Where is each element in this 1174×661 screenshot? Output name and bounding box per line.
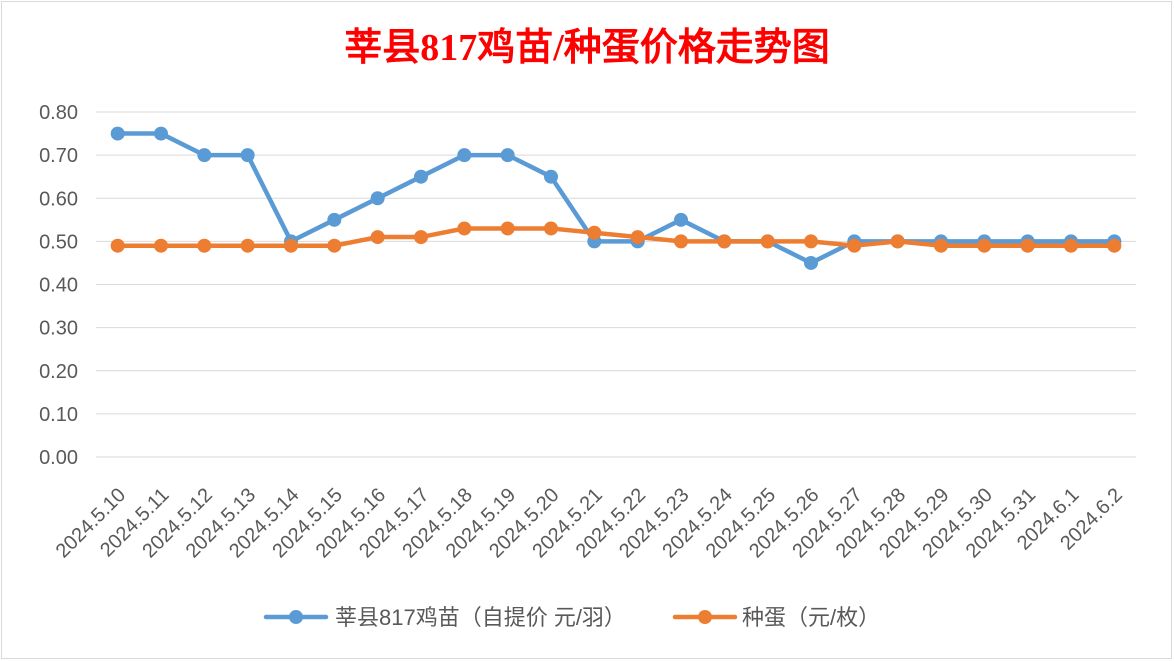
data-point (717, 234, 732, 249)
chart-title: 莘县817鸡苗/种蛋价格走势图 (344, 27, 830, 69)
data-point (890, 234, 905, 249)
data-point (154, 126, 168, 141)
data-point (760, 234, 775, 249)
y-tick-label: 0.30 (39, 318, 78, 340)
legend-swatch-marker-chick (289, 610, 303, 624)
data-point (327, 238, 342, 253)
y-tick-label: 0.40 (39, 275, 78, 297)
data-point (1020, 238, 1035, 253)
data-point (110, 238, 125, 253)
data-point (197, 238, 212, 253)
data-point (630, 230, 645, 245)
data-point (154, 238, 168, 253)
data-point (1064, 238, 1078, 253)
data-point (544, 221, 558, 236)
data-point (500, 221, 515, 236)
data-point (240, 238, 255, 253)
y-tick-label: 0.00 (39, 447, 78, 469)
data-point (977, 238, 992, 253)
legend-entry-chick: 莘县817鸡苗（自提价 元/羽） (263, 605, 626, 630)
data-point (804, 234, 818, 249)
y-tick-label: 0.80 (39, 102, 78, 124)
y-tick-label: 0.60 (39, 188, 78, 210)
series-line (115, 131, 1117, 266)
data-point (587, 225, 602, 240)
data-point (457, 221, 472, 236)
series-layer (110, 126, 1122, 270)
data-point (414, 169, 428, 184)
data-point (414, 230, 428, 245)
data-point (197, 148, 212, 163)
data-point (500, 148, 515, 163)
data-point (1107, 238, 1122, 253)
y-axis: 0.00 0.10 0.20 0.30 0.40 0.50 0.60 0.70 0.80 (39, 102, 78, 469)
data-point (804, 255, 818, 270)
y-tick-label: 0.10 (39, 404, 78, 426)
legend-label-egg: 种蛋（元/枚） (742, 605, 880, 630)
legend-entry-egg: 种蛋（元/枚） (672, 605, 880, 630)
data-point (370, 230, 385, 245)
data-point (674, 234, 688, 249)
legend: 莘县817鸡苗（自提价 元/羽） 种蛋（元/枚） (263, 605, 880, 630)
data-point (847, 238, 862, 253)
data-point (370, 191, 385, 206)
data-point (110, 126, 125, 141)
series-line (115, 226, 1117, 248)
y-tick-label: 0.20 (39, 361, 78, 383)
legend-label-chick: 莘县817鸡苗（自提价 元/羽） (335, 605, 626, 630)
data-point (240, 148, 255, 163)
data-point (327, 212, 342, 227)
data-point (457, 148, 472, 163)
y-tick-label: 0.70 (39, 145, 78, 167)
data-point (544, 169, 558, 184)
data-point (284, 238, 298, 253)
data-point (934, 238, 948, 253)
y-tick-label: 0.50 (39, 231, 78, 253)
series-1 (110, 221, 1122, 253)
data-point (674, 212, 688, 227)
legend-swatch-marker-egg (698, 610, 712, 624)
